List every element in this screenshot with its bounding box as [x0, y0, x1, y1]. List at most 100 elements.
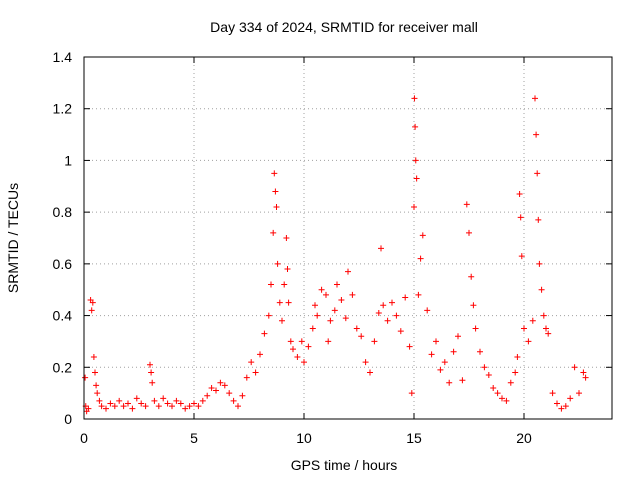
y-tick-label: 0.8 — [53, 204, 73, 220]
data-point — [142, 403, 149, 410]
data-point — [93, 382, 100, 389]
data-point — [261, 330, 268, 337]
y-axis-label: SRMTID / TECUs — [5, 183, 21, 293]
data-points — [82, 95, 589, 415]
data-point — [450, 348, 457, 355]
data-point — [375, 309, 382, 316]
x-tick-label: 20 — [516, 430, 532, 446]
data-point — [274, 260, 281, 267]
data-point — [441, 359, 448, 366]
data-point — [173, 397, 180, 404]
data-point — [327, 317, 334, 324]
data-point — [371, 338, 378, 345]
data-point — [582, 374, 589, 381]
data-point — [314, 312, 321, 319]
data-point — [96, 397, 103, 404]
data-point — [437, 366, 444, 373]
data-point — [182, 405, 189, 412]
data-point — [494, 390, 501, 397]
data-point — [345, 268, 351, 275]
y-tick-label: 1.2 — [53, 101, 73, 117]
data-point — [384, 317, 391, 324]
data-point — [305, 343, 312, 350]
data-point — [111, 403, 118, 410]
data-point — [466, 229, 472, 236]
data-point — [428, 351, 435, 358]
x-tick-label: 10 — [296, 430, 312, 446]
data-point — [243, 374, 250, 381]
data-point — [512, 369, 519, 376]
data-point — [287, 338, 294, 345]
data-point — [517, 214, 524, 221]
data-point — [334, 281, 340, 288]
data-point — [147, 361, 153, 368]
data-point — [518, 253, 525, 260]
data-point — [514, 353, 521, 360]
data-point — [463, 201, 470, 208]
data-point — [540, 312, 547, 319]
data-point — [88, 307, 95, 314]
data-point — [120, 403, 127, 410]
data-point — [393, 312, 400, 319]
data-point — [481, 364, 488, 371]
data-point — [477, 348, 483, 355]
data-point — [338, 297, 345, 304]
data-point — [235, 403, 241, 410]
data-point — [529, 317, 536, 324]
data-point — [536, 260, 543, 267]
data-point — [298, 338, 305, 345]
data-point — [318, 286, 325, 293]
data-point — [534, 170, 541, 177]
data-point — [538, 286, 545, 293]
data-point — [283, 235, 290, 241]
data-point — [406, 343, 413, 350]
data-point — [567, 395, 574, 402]
data-point — [325, 338, 332, 345]
data-point — [358, 333, 365, 340]
data-point — [412, 123, 419, 130]
x-tick-label: 5 — [190, 430, 198, 446]
data-point — [272, 188, 279, 195]
chart-title: Day 334 of 2024, SRMTID for receiver mal… — [210, 19, 478, 35]
data-point — [455, 333, 461, 340]
data-point — [276, 299, 283, 306]
data-point — [516, 191, 523, 198]
data-point — [485, 372, 492, 379]
data-point — [116, 397, 123, 404]
data-point — [268, 281, 274, 288]
data-point — [90, 353, 97, 360]
data-point — [397, 328, 404, 335]
data-point — [94, 390, 101, 397]
data-point — [470, 302, 477, 309]
data-point — [507, 379, 514, 386]
data-point — [312, 302, 318, 309]
data-point — [151, 397, 158, 404]
data-point — [503, 397, 510, 404]
data-point — [424, 307, 431, 314]
y-tick-label: 0 — [64, 411, 72, 427]
data-point — [576, 390, 582, 397]
data-point — [273, 203, 280, 210]
data-point — [472, 325, 479, 332]
y-tick-label: 0.6 — [53, 256, 73, 272]
data-point — [138, 400, 145, 407]
data-point — [353, 325, 360, 332]
data-point — [549, 390, 556, 397]
data-point — [177, 400, 184, 407]
data-point — [226, 390, 233, 397]
data-point — [92, 369, 98, 376]
data-point — [419, 232, 426, 239]
data-point — [169, 403, 175, 410]
data-point — [380, 302, 387, 309]
data-point — [543, 325, 549, 332]
data-point — [186, 403, 193, 410]
x-tick-label: 0 — [80, 430, 88, 446]
data-point — [411, 95, 418, 102]
data-point — [279, 317, 285, 324]
y-tick-label: 1.4 — [53, 49, 73, 65]
data-point — [367, 369, 373, 376]
data-point — [309, 325, 316, 332]
data-point — [533, 131, 540, 138]
data-point — [468, 273, 475, 280]
